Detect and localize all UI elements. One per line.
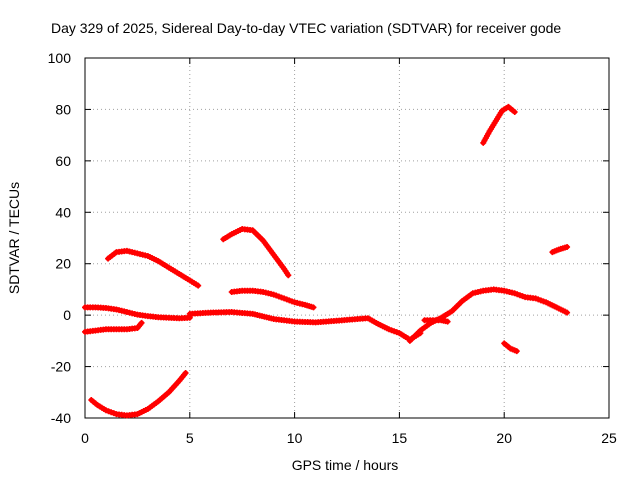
x-tick-label: 15 <box>392 430 408 446</box>
data-point <box>511 109 518 115</box>
series-arc-k <box>501 340 520 355</box>
data-point <box>564 309 571 316</box>
series-arc-f <box>220 226 292 279</box>
series-line <box>187 309 423 343</box>
data-point <box>138 319 145 326</box>
series-arc-g <box>228 287 317 311</box>
y-tick-label: 100 <box>48 50 72 66</box>
y-tick-label: 80 <box>55 101 71 117</box>
series-arc-d <box>105 247 202 289</box>
y-tick-label: 60 <box>55 153 71 169</box>
series-arc-a <box>82 304 193 322</box>
axis-ticks: 0 5 10 15 20 25 -40 -20 0 20 40 60 80 100 <box>48 50 617 446</box>
data-point <box>195 282 202 289</box>
series-arc-c <box>88 370 189 419</box>
y-tick-label: -40 <box>51 410 71 426</box>
series-arc-i <box>421 317 451 325</box>
data-point <box>513 348 520 355</box>
y-tick-label: 20 <box>55 256 71 272</box>
series-line <box>105 248 201 289</box>
chart-title: Day 329 of 2025, Sidereal Day-to-day VTE… <box>51 20 561 36</box>
x-tick-label: 25 <box>601 430 617 446</box>
x-tick-label: 10 <box>287 430 303 446</box>
data-point <box>564 244 571 250</box>
data-point <box>182 370 189 376</box>
x-tick-label: 5 <box>186 430 194 446</box>
data-point <box>310 304 317 311</box>
x-tick-label: 20 <box>496 430 512 446</box>
data-point <box>285 272 292 279</box>
series-arc-l <box>549 244 571 256</box>
plot-frame <box>84 57 610 419</box>
series-arc-b <box>82 319 145 335</box>
y-tick-label: 0 <box>63 307 71 323</box>
y-tick-label: -20 <box>51 359 71 375</box>
x-tick-label: 0 <box>81 430 89 446</box>
data-points <box>82 103 571 419</box>
y-axis-label: SDTVAR / TECUs <box>6 182 22 294</box>
x-axis-label: GPS time / hours <box>292 457 399 473</box>
data-point <box>444 318 451 325</box>
y-tick-label: 40 <box>55 204 71 220</box>
series-arc-e <box>186 309 424 343</box>
series-arc-j <box>480 103 518 146</box>
grid <box>85 58 609 418</box>
